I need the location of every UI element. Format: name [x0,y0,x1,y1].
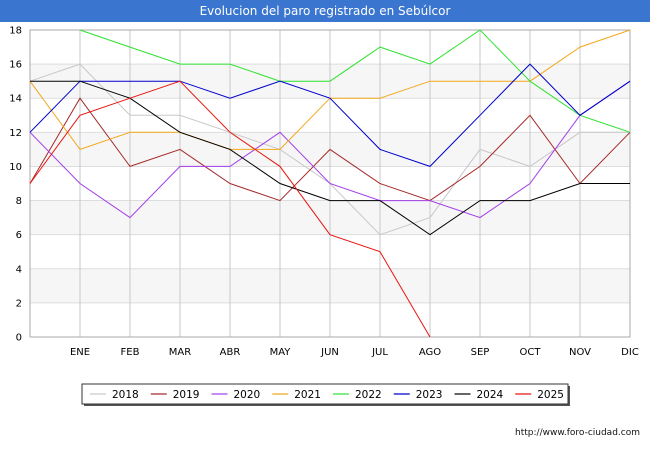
y-tick-label: 6 [16,230,22,241]
legend-label-2022: 2022 [355,389,382,401]
y-tick-label: 10 [9,162,22,173]
x-tick-label: DIC [621,347,639,358]
x-tick-label: MAR [169,347,191,358]
y-tick-label: 16 [9,60,22,71]
y-tick-label: 0 [16,333,22,344]
x-tick-label: JUN [320,347,339,358]
x-tick-label: OCT [520,347,542,358]
legend: 2018 2019 2020 2021 2022 2023 2024 2025 [81,383,570,406]
legend-label-2020: 2020 [234,389,261,401]
y-tick-label: 2 [16,298,22,309]
chart-title: Evolucion del paro registrado en Sebúlco… [0,0,650,22]
legend-label-2018: 2018 [112,389,139,401]
x-tick-label: NOV [569,347,591,358]
x-tick-label: ENE [70,347,90,358]
legend-label-2023: 2023 [416,389,443,401]
y-tick-label: 12 [9,128,22,139]
series-line-2025 [29,80,431,338]
legend-label-2019: 2019 [173,389,200,401]
series-lines [29,29,631,338]
series-line-2020 [29,80,631,219]
x-tick-label: JUL [371,347,388,358]
y-axis-ticks: 0 2 4 6 8 10 12 14 16 18 [9,26,22,344]
series-line-2019 [29,97,631,202]
y-tick-label: 14 [9,94,22,105]
legend-box [81,383,569,405]
series-line-2022 [79,29,631,133]
x-axis-ticks: ENE FEB MAR ABR MAY JUN JUL AGO SEP OCT NOV DIC [70,347,639,358]
x-tick-label: ABR [220,347,241,358]
series-line-2023 [29,63,631,167]
legend-label-2024: 2024 [477,389,504,401]
source-link[interactable]: http://www.foro-ciudad.com [515,428,640,438]
y-tick-label: 18 [9,26,22,37]
y-tick-label: 4 [16,264,22,275]
x-tick-label: FEB [121,347,140,358]
legend-label-2025: 2025 [537,389,564,401]
y-tick-label: 8 [16,196,22,207]
line-chart: 0 2 4 6 8 10 12 14 16 18 ENE FEB MAR ABR MAY JUN JUL AGO… [9,26,639,406]
legend-label-2021: 2021 [294,389,321,401]
x-tick-label: AGO [419,347,441,358]
x-tick-label: SEP [471,347,490,358]
x-tick-label: MAY [270,347,292,358]
